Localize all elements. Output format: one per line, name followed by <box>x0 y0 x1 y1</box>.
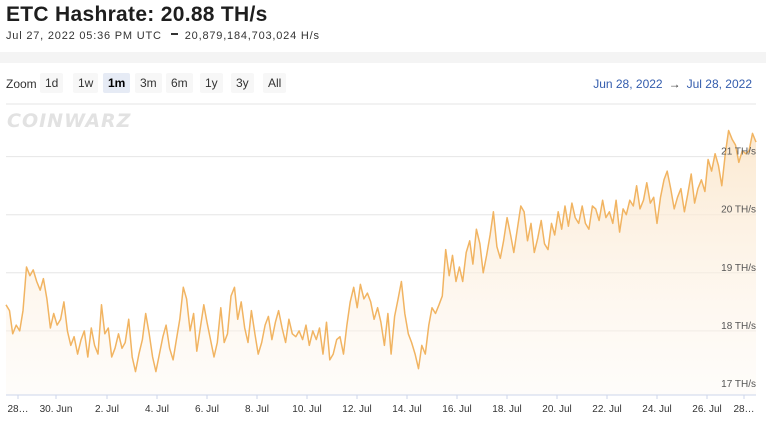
x-tick-label: 6. Jul <box>195 404 219 415</box>
x-tick-label: 12. Jul <box>342 404 371 415</box>
y-axis-labels: 17 TH/s 18 TH/s 19 TH/s 20 TH/s 21 TH/s <box>721 147 756 390</box>
separator-dash <box>170 33 178 36</box>
y-tick-label: 17 TH/s <box>721 379 756 390</box>
zoom-button-all[interactable]: All <box>263 73 287 93</box>
raw-hashrate: 20,879,184,703,024 H/s <box>184 30 320 42</box>
zoom-button-1d[interactable]: 1d <box>40 73 64 93</box>
chart-header: ETC Hashrate: 20.88 TH/s Jul 27, 2022 05… <box>0 0 766 52</box>
x-tick-label: 18. Jul <box>492 404 521 415</box>
range-from-date[interactable]: Jun 28, 2022 <box>593 77 663 91</box>
range-to-date[interactable]: Jul 28, 2022 <box>686 77 752 91</box>
hashrate-area <box>6 130 756 395</box>
range-arrow-icon: → <box>668 77 681 91</box>
x-tick-label: 22. Jul <box>592 404 621 415</box>
zoom-button-1m[interactable]: 1m <box>103 73 131 93</box>
x-tick-label: 28… <box>733 404 754 415</box>
hashrate-series-line <box>5 129 757 373</box>
x-tick-label: 10. Jul <box>292 404 321 415</box>
page-title: ETC Hashrate: 20.88 TH/s <box>6 3 268 26</box>
y-tick-label: 19 TH/s <box>721 263 756 274</box>
x-tick-label: 4. Jul <box>145 404 169 415</box>
y-tick-label: 21 TH/s <box>721 147 756 158</box>
coinwarz-watermark: COINWARZ <box>7 110 132 132</box>
zoom-button-1w[interactable]: 1w <box>73 73 99 93</box>
date-range-display: Jun 28, 2022 → Jul 28, 2022 <box>593 77 752 91</box>
x-tick-label: 30. Jun <box>40 404 73 415</box>
x-tick-label: 16. Jul <box>442 404 471 415</box>
zoom-button-6m[interactable]: 6m <box>166 73 193 93</box>
chart-subtitle: Jul 27, 2022 05:36 PM UTC 20,879,184,703,… <box>6 30 320 42</box>
zoom-button-3m[interactable]: 3m <box>135 73 162 93</box>
x-axis-labels: 28… 30. Jun 2. Jul 4. Jul 6. Jul 8. Jul 10. Ju… <box>7 395 755 415</box>
x-tick-label: 14. Jul <box>392 404 421 415</box>
y-tick-label: 20 TH/s <box>721 205 756 216</box>
timestamp: Jul 27, 2022 05:36 PM UTC <box>6 30 162 42</box>
y-tick-label: 18 TH/s <box>721 321 756 332</box>
x-tick-label: 24. Jul <box>642 404 671 415</box>
zoom-button-3y[interactable]: 3y <box>231 73 254 93</box>
x-tick-label: 26. Jul <box>692 404 721 415</box>
x-tick-label: 8. Jul <box>245 404 269 415</box>
x-tick-label: 28… <box>7 404 28 415</box>
x-tick-label: 2. Jul <box>95 404 119 415</box>
x-tick-label: 20. Jul <box>542 404 571 415</box>
zoom-label: Zoom <box>6 77 37 91</box>
zoom-button-1y[interactable]: 1y <box>200 73 223 93</box>
